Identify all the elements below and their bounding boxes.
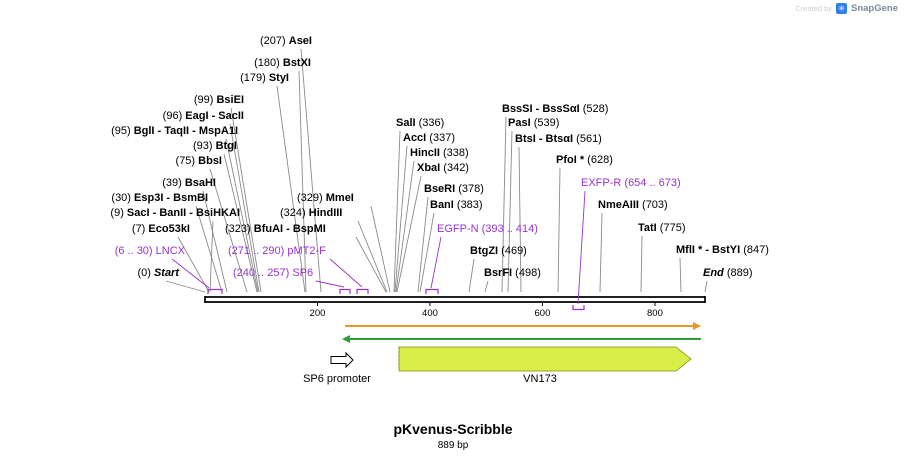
primer-label[interactable]: (6 .. 30) LNCX: [114, 245, 185, 257]
restriction-site-label[interactable]: (30) Esp3I - BsmBI: [111, 192, 208, 204]
restriction-site-label[interactable]: (93) BtgI: [192, 140, 237, 152]
site-leader-line: [468, 258, 475, 293]
site-leader-line: [679, 257, 682, 293]
primer-label[interactable]: (240 .. 257) SP6: [233, 267, 314, 279]
restriction-site-label[interactable]: TatI (775): [638, 222, 686, 234]
restriction-site-label[interactable]: NmeAIII (703): [598, 199, 668, 211]
restriction-site-label[interactable]: AccI (337): [403, 132, 455, 144]
axis-tick-label: 600: [535, 308, 551, 319]
restriction-site-label[interactable]: (95) BglI - TaqII - MspA1I: [111, 125, 238, 137]
site-leader-line: [394, 145, 408, 293]
restriction-site-label[interactable]: PasI (539): [508, 117, 560, 129]
restriction-site-label[interactable]: (99) BsiEI: [193, 94, 244, 106]
created-by-text: Created by: [795, 4, 832, 13]
site-leader-line: [177, 236, 210, 293]
restriction-site-label[interactable]: BanI (383): [430, 199, 483, 211]
restriction-site-label[interactable]: HincII (338): [410, 147, 469, 159]
site-leader-line: [417, 196, 429, 293]
restriction-site-label[interactable]: (323) BfuAI - BspMI: [225, 223, 326, 235]
primer-leader-line: [430, 236, 442, 289]
restriction-site-label[interactable]: (39) BsaHI: [162, 177, 216, 189]
restriction-site-label[interactable]: End (889): [703, 267, 753, 279]
axis-tick-label: 400: [422, 308, 438, 319]
primer-binding-site[interactable]: [207, 288, 223, 295]
restriction-site-label[interactable]: (75) BbsI: [175, 155, 222, 167]
restriction-site-label[interactable]: BsrFI (498): [484, 267, 541, 279]
restriction-site-label[interactable]: PfoI * (628): [556, 154, 613, 166]
primer-label[interactable]: EGFP-N (393 .. 414): [437, 223, 538, 235]
reverse-arrowhead-icon: [342, 335, 350, 343]
primer-binding-site[interactable]: [572, 305, 585, 311]
site-leader-line: [501, 116, 507, 293]
site-leader-line: [202, 190, 228, 293]
primer-binding-site[interactable]: [339, 288, 351, 295]
site-leader-line: [298, 70, 307, 293]
restriction-site-label[interactable]: MflI * - BstYI (847): [676, 244, 769, 256]
primer-binding-site[interactable]: [425, 288, 439, 295]
site-leader-line: [225, 138, 259, 293]
site-leader-line: [484, 280, 489, 293]
site-leader-line: [557, 167, 561, 293]
restriction-site-label[interactable]: (7) Eco53kI: [131, 223, 190, 235]
primer-leader-line: [577, 190, 586, 305]
restriction-site-label[interactable]: BseRI (378): [424, 183, 484, 195]
site-leader-line: [209, 168, 248, 293]
site-leader-line: [704, 280, 708, 293]
site-leader-line: [229, 123, 260, 293]
restriction-site-label[interactable]: BssSI - BssSαI (528): [502, 103, 609, 115]
restriction-site-label[interactable]: (207) AseI: [260, 35, 312, 47]
restriction-site-label[interactable]: BtsI - BtsαI (561): [515, 133, 602, 145]
primer-leader-line: [315, 280, 345, 288]
site-leader-line: [230, 107, 262, 293]
restriction-site-label[interactable]: (0) Start: [137, 267, 179, 279]
restriction-site-label[interactable]: XbaI (342): [417, 162, 469, 174]
axis-tick-label: 800: [647, 308, 663, 319]
primer-label[interactable]: EXFP-R (654 .. 673): [581, 177, 681, 189]
restriction-site-label[interactable]: (96) EagI - SacII: [162, 110, 244, 122]
site-leader-line: [300, 48, 322, 293]
site-leader-line: [223, 153, 258, 293]
site-leader-line: [599, 212, 603, 293]
restriction-site-label[interactable]: (329) MmeI: [297, 192, 354, 204]
site-leader-line: [640, 235, 643, 293]
restriction-site-label[interactable]: SalI (336): [396, 117, 445, 129]
site-leader-line: [396, 175, 422, 293]
site-leader-line: [395, 160, 415, 293]
restriction-site-label[interactable]: (179) StyI: [240, 72, 289, 84]
site-leader-line: [507, 130, 513, 293]
restriction-site-label[interactable]: (324) HindIII: [280, 207, 343, 219]
site-leader-line: [518, 146, 522, 293]
sp6-promoter-label[interactable]: SP6 promoter: [303, 373, 371, 385]
site-leader-line: [355, 236, 387, 293]
forward-arrowhead-icon: [693, 322, 701, 330]
restriction-site-label[interactable]: (180) BstXI: [254, 57, 311, 69]
primer-binding-site[interactable]: [356, 288, 369, 295]
primer-leader-line: [171, 258, 210, 289]
restriction-site-label[interactable]: (9) SacI - BanII - BsiHKAI: [110, 207, 240, 219]
site-leader-line: [393, 130, 401, 293]
primer-leader-line: [329, 258, 363, 288]
site-leader-line: [209, 220, 214, 293]
snapgene-watermark: Created by ✳ SnapGene: [795, 3, 898, 14]
vn173-feature-label[interactable]: VN173: [523, 373, 557, 385]
site-leader-line: [419, 212, 435, 293]
plasmid-length: 889 bp: [437, 440, 469, 451]
primer-label[interactable]: (271 .. 290) pMT2-F: [228, 245, 326, 257]
site-leader-line: [195, 205, 223, 293]
site-leader-line: [276, 85, 306, 293]
site-leader-line: [357, 220, 388, 293]
plasmid-title: pKvenus-Scribble: [393, 421, 513, 437]
snapgene-logo-icon: ✳: [836, 3, 847, 14]
axis-tick-label: 200: [310, 308, 326, 319]
restriction-site-label[interactable]: BtgZI (469): [470, 245, 527, 257]
site-leader-line: [165, 280, 206, 293]
sp6-promoter-arrow[interactable]: [330, 351, 354, 369]
snapgene-brand-text: SnapGene: [851, 3, 898, 14]
site-leader-line: [370, 205, 391, 293]
